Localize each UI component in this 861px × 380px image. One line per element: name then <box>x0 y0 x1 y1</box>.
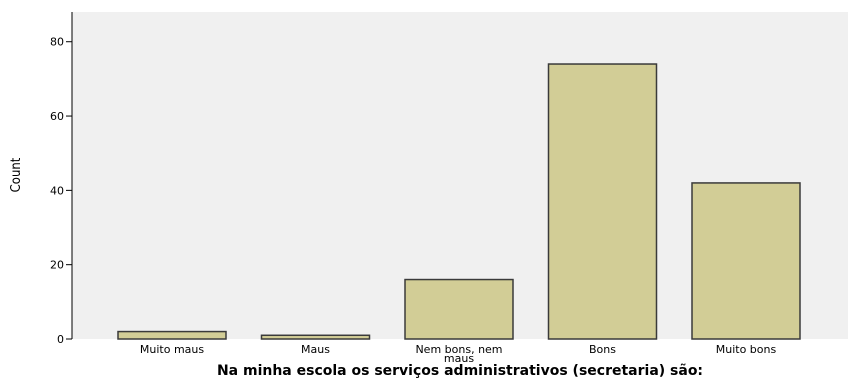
bar <box>691 182 801 340</box>
y-axis-title: Count <box>9 157 24 192</box>
x-tick-label: Muito maus <box>140 343 204 356</box>
y-axis: 0 20 40 60 80 <box>50 12 73 346</box>
y-tick-label: 60 <box>50 110 64 123</box>
y-tick-label: 80 <box>50 36 64 49</box>
bars <box>117 63 801 340</box>
bar <box>547 63 658 340</box>
y-tick-label: 0 <box>57 333 64 346</box>
bar <box>117 330 227 340</box>
x-tick-label: Bons <box>589 343 616 356</box>
x-tick-label: Muito bons <box>716 343 777 356</box>
x-tick-label: Maus <box>301 343 330 356</box>
bar <box>404 278 514 340</box>
x-tick-label: Nem bons, nem maus <box>415 343 502 365</box>
bar <box>260 334 371 340</box>
x-axis-labels: Muito maus Maus Nem bons, nem maus Bons Muito… <box>140 343 777 365</box>
x-axis-title: Na minha escola os serviços administrati… <box>217 363 703 379</box>
y-tick-label: 20 <box>50 259 64 272</box>
y-tick-label: 40 <box>50 184 64 197</box>
